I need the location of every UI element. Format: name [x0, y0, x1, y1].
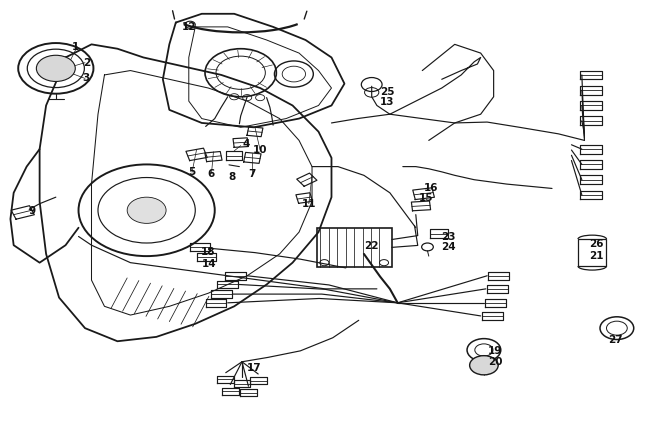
- Text: 3: 3: [83, 74, 90, 83]
- Text: 21: 21: [589, 251, 603, 261]
- Text: 26: 26: [589, 239, 603, 249]
- Text: 22: 22: [365, 241, 379, 251]
- Bar: [578, 239, 606, 266]
- Text: 19: 19: [488, 346, 502, 356]
- Text: 14: 14: [202, 259, 217, 269]
- Text: 23: 23: [441, 232, 456, 242]
- Text: 15: 15: [419, 193, 434, 203]
- Bar: [317, 228, 392, 267]
- Text: 17: 17: [246, 363, 261, 373]
- Text: 13: 13: [380, 97, 394, 107]
- Text: 8: 8: [228, 172, 235, 182]
- Text: 5: 5: [188, 167, 196, 177]
- Circle shape: [36, 55, 75, 81]
- Text: 9: 9: [28, 206, 35, 216]
- Text: 7: 7: [249, 169, 256, 179]
- Text: 1: 1: [72, 42, 79, 52]
- Text: 18: 18: [201, 247, 216, 257]
- Text: 6: 6: [208, 169, 215, 179]
- Circle shape: [470, 356, 498, 375]
- Text: 11: 11: [302, 199, 316, 209]
- Circle shape: [127, 197, 166, 223]
- Text: 25: 25: [380, 87, 395, 96]
- Text: 20: 20: [488, 357, 502, 367]
- Text: 24: 24: [441, 242, 456, 252]
- Text: 10: 10: [253, 145, 267, 155]
- Text: 4: 4: [242, 139, 250, 149]
- Text: 12: 12: [181, 22, 196, 32]
- Text: 27: 27: [608, 336, 623, 346]
- Text: 2: 2: [83, 58, 90, 68]
- Text: 16: 16: [424, 183, 439, 193]
